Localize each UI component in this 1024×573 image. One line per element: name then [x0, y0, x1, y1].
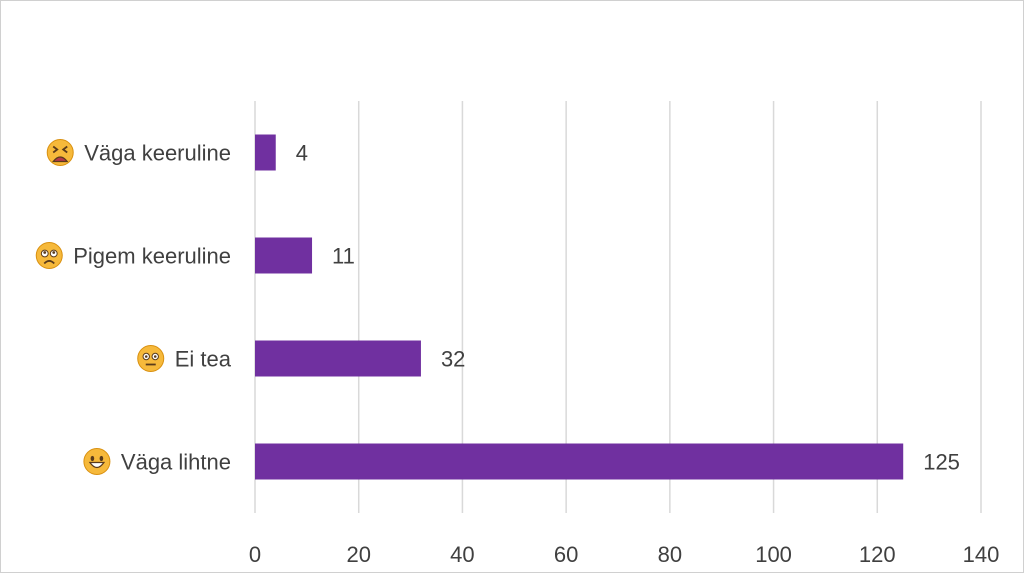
data-label: 125 — [923, 450, 960, 475]
data-label: 4 — [296, 141, 308, 166]
bar — [255, 134, 276, 171]
tired-face-icon — [46, 139, 74, 166]
bar — [255, 443, 904, 480]
x-tick-label: 20 — [346, 542, 370, 567]
data-label: 32 — [441, 347, 465, 372]
x-tick-label: 80 — [658, 542, 682, 567]
x-tick-label: 40 — [450, 542, 474, 567]
neutral-face-icon — [137, 345, 165, 372]
category-label: Pigem keeruline — [73, 244, 231, 269]
category-label: Ei tea — [175, 347, 232, 372]
data-label: 11 — [332, 244, 355, 269]
x-tick-label: 140 — [963, 542, 1000, 567]
x-tick-label: 100 — [755, 542, 792, 567]
category-label: Väga lihtne — [121, 450, 231, 475]
grinning-face-icon — [83, 448, 111, 475]
worried-face-icon — [35, 242, 63, 269]
x-tick-label: 0 — [249, 542, 261, 567]
x-tick-label: 60 — [554, 542, 578, 567]
bar — [255, 237, 313, 274]
x-tick-label: 120 — [859, 542, 896, 567]
bar — [255, 340, 421, 377]
category-label: Väga keeruline — [84, 141, 231, 166]
